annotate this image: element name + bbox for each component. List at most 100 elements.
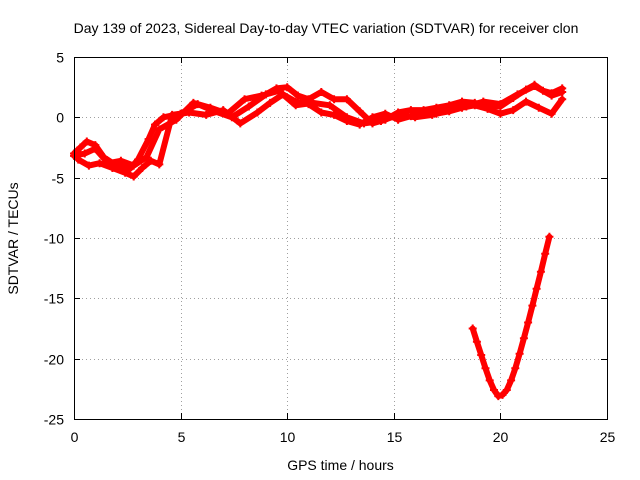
data-point xyxy=(468,324,477,333)
data-point xyxy=(377,117,385,125)
data-point xyxy=(513,90,522,99)
data-point xyxy=(206,103,215,112)
data-point xyxy=(522,97,530,106)
x-tick-label: 20 xyxy=(493,429,509,445)
data-point xyxy=(317,88,326,96)
data-point xyxy=(104,159,113,168)
data-point xyxy=(240,95,249,104)
data-point xyxy=(253,108,262,117)
data-point xyxy=(330,95,339,104)
data-point xyxy=(144,135,153,144)
x-tick-label: 0 xyxy=(71,429,79,445)
data-point xyxy=(189,98,198,107)
data-point xyxy=(479,97,488,106)
data-point xyxy=(155,160,164,169)
data-point xyxy=(293,91,302,100)
data-point xyxy=(411,113,420,122)
data-point xyxy=(121,168,130,177)
data-series xyxy=(70,80,567,401)
y-tick-label: -25 xyxy=(44,412,64,428)
data-point xyxy=(80,149,89,158)
data-point xyxy=(547,109,556,118)
y-tick-label: 5 xyxy=(56,50,64,66)
data-point xyxy=(244,102,253,111)
data-point xyxy=(142,153,151,162)
data-point xyxy=(536,267,545,276)
data-point xyxy=(317,108,326,117)
y-tick-label: -5 xyxy=(52,171,65,187)
series-line-dip xyxy=(469,233,553,400)
data-point xyxy=(472,337,481,346)
y-tick-label: 0 xyxy=(56,110,64,126)
data-point xyxy=(159,113,168,122)
data-point xyxy=(428,110,437,119)
data-point xyxy=(91,144,100,153)
data-point xyxy=(509,106,518,115)
data-point xyxy=(558,88,567,96)
data-point xyxy=(498,390,507,399)
y-axis-label: SDTVAR / TECUs xyxy=(5,182,21,294)
y-tick-label: -20 xyxy=(44,352,64,368)
data-point xyxy=(445,106,454,115)
data-point xyxy=(168,110,177,119)
data-point xyxy=(257,91,266,100)
data-point xyxy=(146,156,155,165)
data-point xyxy=(95,159,104,168)
data-point xyxy=(483,104,492,113)
data-point xyxy=(507,376,516,385)
data-point xyxy=(330,110,339,119)
data-point xyxy=(82,137,91,146)
y-tick-label: -10 xyxy=(44,231,64,247)
data-point xyxy=(84,161,93,170)
data-point xyxy=(291,101,300,110)
data-point xyxy=(355,107,364,116)
x-tick-label: 10 xyxy=(280,429,296,445)
data-point xyxy=(477,351,486,359)
data-point xyxy=(129,172,138,181)
data-point xyxy=(528,301,537,310)
data-point xyxy=(524,318,533,327)
data-point xyxy=(530,82,539,90)
data-point xyxy=(496,100,505,109)
data-point xyxy=(360,119,368,128)
data-point xyxy=(547,91,556,100)
data-point xyxy=(519,334,528,343)
data-point xyxy=(532,284,541,293)
data-point xyxy=(283,83,292,92)
y-tick-label: -15 xyxy=(44,291,64,307)
data-point xyxy=(485,376,494,385)
data-point xyxy=(462,102,471,111)
data-point xyxy=(151,120,159,129)
data-point xyxy=(202,110,211,119)
data-point xyxy=(325,101,334,110)
data-point xyxy=(541,249,550,258)
data-point xyxy=(342,113,351,122)
data-point xyxy=(236,119,245,128)
data-point xyxy=(394,110,403,119)
data-point xyxy=(511,364,520,373)
data-point xyxy=(308,98,317,107)
data-point xyxy=(558,95,567,104)
chart-title: Day 139 of 2023, Sidereal Day-to-day VTE… xyxy=(74,20,579,36)
x-tick-label: 25 xyxy=(600,429,616,445)
data-point xyxy=(172,115,181,124)
data-point xyxy=(545,232,554,241)
data-point xyxy=(502,386,511,394)
data-point xyxy=(490,386,498,394)
data-point xyxy=(266,98,275,107)
data-point xyxy=(274,86,283,95)
data-point xyxy=(76,143,85,152)
data-point xyxy=(116,156,125,165)
data-point xyxy=(534,103,543,112)
data-point xyxy=(223,109,232,118)
data-point xyxy=(129,161,138,170)
plot-frame xyxy=(74,57,608,420)
data-point xyxy=(342,95,351,104)
data-point xyxy=(481,364,490,373)
data-point xyxy=(138,164,147,172)
x-tick-label: 15 xyxy=(387,429,403,445)
x-tick-label: 5 xyxy=(178,429,186,445)
x-axis-label: GPS time / hours xyxy=(287,457,394,473)
data-point xyxy=(496,109,505,118)
